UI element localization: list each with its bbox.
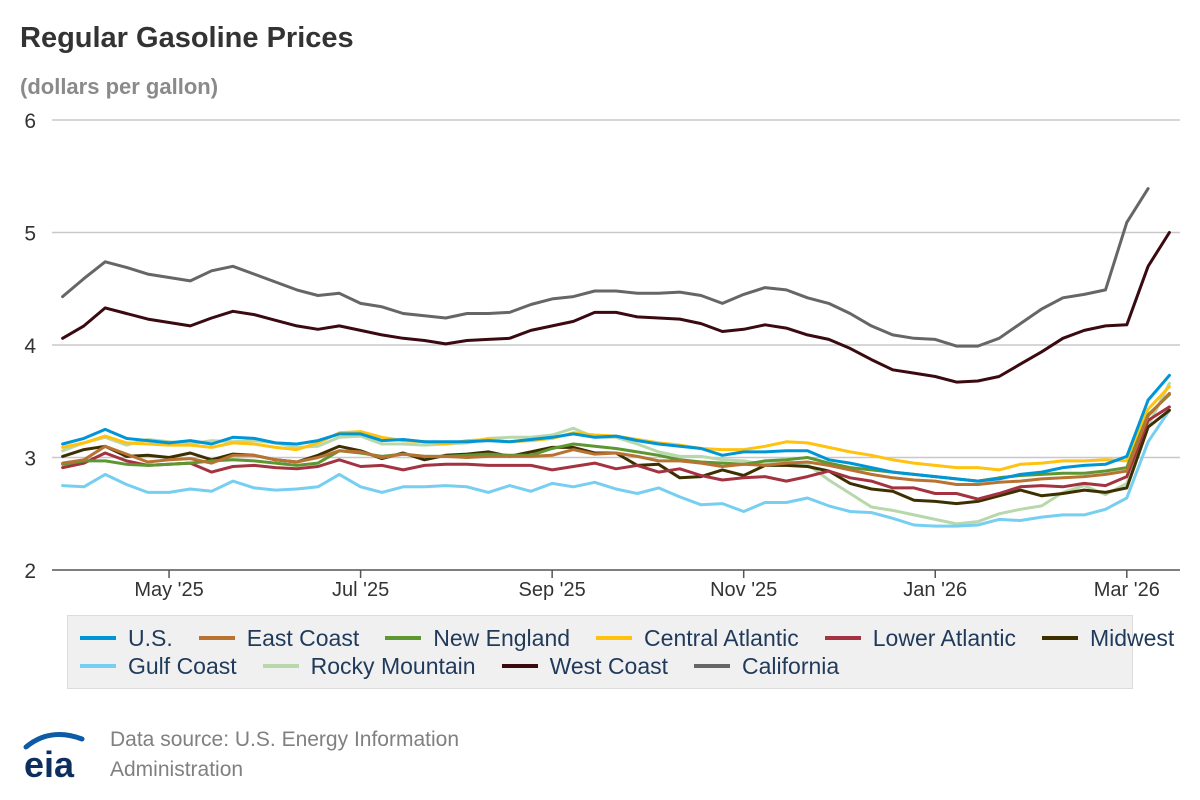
x-tick-label: Sep '25: [519, 579, 586, 601]
legend-item[interactable]: Central Atlantic: [596, 625, 799, 652]
series-line-u-s: [61, 373, 1171, 483]
legend-item[interactable]: New England: [385, 625, 570, 652]
legend-item[interactable]: Midwest: [1041, 624, 1175, 652]
legend-item[interactable]: Rocky Mountain: [262, 652, 476, 680]
data-source: Data source: U.S. Energy Information Adm…: [110, 725, 459, 785]
legend-label: West Coast: [549, 652, 669, 679]
legend-label: New England: [433, 624, 571, 651]
legend-swatch: [80, 636, 116, 640]
legend-item[interactable]: Lower Atlantic: [824, 624, 1016, 652]
chart-legend: U.S. East Coast New England Central Atlanti…: [67, 615, 1174, 689]
series-line-west-coast: [61, 231, 1171, 384]
chart-subtitle: (dollars per gallon): [20, 74, 219, 99]
x-tick-label: Nov '25: [710, 579, 777, 601]
line-chart: 6 5 4 3 2 May '25 Jul '25 Sep '25 Nov '25 Jan '2…: [24, 110, 1180, 601]
legend-swatch: [1041, 636, 1078, 640]
series-lines: [61, 187, 1171, 528]
data-source-line-2: Administration: [110, 758, 244, 781]
y-tick-label: 4: [24, 335, 36, 358]
legend-item[interactable]: California: [694, 653, 839, 680]
series-line-lower-atlantic: [61, 405, 1171, 501]
legend-item[interactable]: West Coast: [501, 652, 669, 680]
legend-label: U.S.: [128, 624, 173, 651]
legend-item[interactable]: Gulf Coast: [80, 653, 237, 680]
x-tick-label: Mar '26: [1094, 579, 1160, 601]
y-tick-label: 6: [24, 110, 36, 133]
y-tick-label: 2: [24, 560, 36, 583]
legend-row: Gulf Coast Rocky Mountain West Coast Califo…: [80, 652, 1132, 680]
y-axis-ticks: 6 5 4 3 2: [24, 110, 36, 583]
series-line-east-coast: [61, 391, 1171, 486]
x-tick-label: May '25: [134, 579, 203, 601]
legend-swatch: [694, 664, 731, 668]
legend-label: Midwest: [1089, 624, 1175, 651]
y-tick-label: 5: [24, 223, 36, 246]
legend-item[interactable]: East Coast: [198, 624, 360, 652]
y-tick-label: 3: [24, 448, 36, 471]
legend-swatch: [198, 636, 235, 640]
legend-label: Gulf Coast: [128, 652, 237, 679]
data-source-line-1: Data source: U.S. Energy Information: [110, 728, 459, 751]
legend-label: Central Atlantic: [644, 624, 799, 651]
x-tick-label: Jul '25: [332, 579, 389, 601]
series-line-gulf-coast: [61, 408, 1171, 528]
legend-item[interactable]: U.S.: [80, 625, 173, 652]
legend-swatch: [385, 636, 422, 640]
series-line-california: [61, 187, 1150, 348]
legend-swatch: [501, 664, 538, 668]
x-tick-label: Jan '26: [903, 579, 967, 601]
legend-label: California: [742, 652, 840, 679]
legend-swatch: [596, 636, 633, 640]
gridlines: [52, 119, 1180, 571]
legend-row: U.S. East Coast New England Central Atlanti…: [80, 624, 1174, 652]
legend-label: Lower Atlantic: [872, 624, 1016, 651]
footer: eia Data source: U.S. Energy Information…: [20, 725, 459, 785]
x-axis-ticks: May '25 Jul '25 Sep '25 Nov '25 Jan '26 Mar '…: [134, 570, 1160, 601]
legend-swatch: [824, 636, 861, 640]
legend-label: East Coast: [246, 624, 360, 651]
legend-swatch: [262, 664, 299, 668]
eia-logo-icon: eia: [23, 732, 85, 783]
chart-title: Regular Gasoline Prices: [20, 22, 354, 54]
legend-label: Rocky Mountain: [310, 652, 476, 679]
logo-text: eia: [24, 744, 75, 783]
legend-swatch: [80, 664, 116, 668]
